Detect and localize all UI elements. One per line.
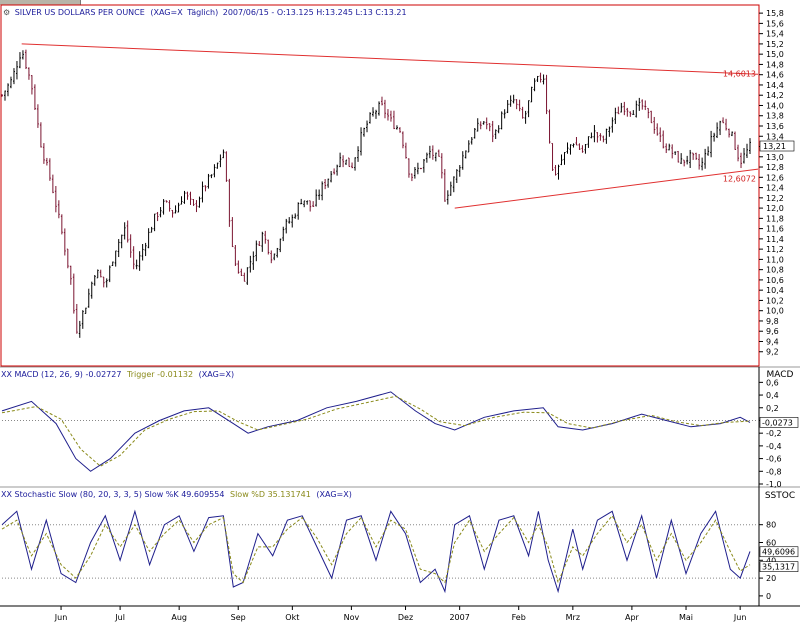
- macd-value-tag: [759, 417, 799, 428]
- x-tick-label: Aug: [171, 613, 187, 622]
- price-y-tick-label: 15,8: [766, 9, 784, 18]
- x-tick-label: 2007: [449, 613, 469, 622]
- price-y-tick-label: 13,0: [766, 153, 784, 162]
- macd-header: ⅩⅩ MACD (12, 26, 9) -0.02727 Trigger -0.…: [1, 370, 234, 379]
- macd-y-tick-label: -0,6: [766, 455, 782, 464]
- trendline-lower: [454, 168, 759, 209]
- stoch-d-label: 35,1317: [762, 563, 795, 572]
- window-titlebar-fragment: [0, 0, 81, 5]
- x-tick-label: Feb: [512, 613, 526, 622]
- macd-y-tick-label: -0,4: [766, 442, 782, 451]
- macd-y-tick-label: 0,6: [766, 378, 779, 387]
- price-y-tick-label: 14,2: [766, 91, 784, 100]
- trendline-upper: [21, 43, 759, 75]
- stoch-series-group: [1, 509, 758, 594]
- macd-y-tick-label: -1,0: [766, 480, 782, 489]
- price-y-tick-label: 15,6: [766, 19, 784, 28]
- stoch-right-title: SSTOC: [765, 491, 795, 501]
- price-y-tick-label: 11,0: [766, 255, 784, 264]
- stoch-y-tick-label: 0: [766, 592, 771, 601]
- x-tick-label: Mrz: [566, 613, 580, 622]
- macd-value-label: -0,0273: [762, 418, 793, 427]
- price-y-tick-label: 9,8: [766, 317, 779, 326]
- price-y-tick-label: 14,0: [766, 101, 784, 110]
- x-tick-label: Jul: [114, 613, 125, 622]
- price-panel-frame: [0, 4, 760, 367]
- macd-y-tick-label: -0,2: [766, 429, 782, 438]
- stoch-d-tag: [759, 561, 799, 572]
- x-tick-label: Apr: [625, 613, 640, 622]
- price-y-tick-label: 9,6: [766, 327, 779, 336]
- stoch-header: ⅩⅩ Stochastic Slow (80, 20, 3, 3, 5) Slo…: [1, 490, 352, 499]
- upper-trend-label: 14,6013: [723, 70, 756, 79]
- price-y-tick-label: 13,8: [766, 112, 784, 121]
- price-y-tick-label: 10,0: [766, 307, 784, 316]
- price-y-tick-label: 13,6: [766, 122, 784, 131]
- price-y-tick-label: 12,6: [766, 173, 784, 182]
- price-y-tick-label: 10,6: [766, 276, 784, 285]
- x-tick-label: Nov: [344, 613, 360, 622]
- stoch-y-tick-label: 40: [766, 556, 776, 565]
- stoch-series-signal: [1, 514, 751, 585]
- price-y-tick-label: 10,4: [766, 286, 784, 295]
- lower-trend-label: 12,6072: [723, 174, 756, 183]
- price-y-tick-label: 15,4: [766, 30, 784, 39]
- price-y-tick-label: 12,4: [766, 184, 784, 193]
- price-y-tick-label: 11,8: [766, 214, 784, 223]
- price-y-tick-label: 13,4: [766, 132, 784, 141]
- stoch-k-tag: [759, 546, 799, 558]
- price-series-group: 14,6013 12,6072: [1, 43, 759, 338]
- x-tick-label: Sep: [231, 613, 246, 622]
- stoch-k-label: 49,6096: [762, 548, 795, 557]
- price-y-tick-label: 14,8: [766, 60, 784, 69]
- axis-labels-group: 15,815,6 15,415,215,014,8 14,614,414,214,0…: [54, 9, 799, 622]
- stoch-y-tick-label: 60: [766, 538, 776, 547]
- x-tick-label: Okt: [285, 613, 299, 622]
- price-y-tick-label: 14,4: [766, 81, 784, 90]
- price-y-tick-label: 12,0: [766, 204, 784, 213]
- price-header: ⚙ SILVER US DOLLARS PER OUNCE (XAG=X Täg…: [3, 8, 407, 17]
- macd-series-group: [1, 391, 758, 472]
- last-price-label: 13,21: [763, 142, 786, 151]
- x-tick-label: Jun: [733, 613, 747, 622]
- stoch-y-tick-label: 80: [766, 521, 776, 530]
- price-y-tick-label: 12,8: [766, 163, 784, 172]
- price-y-tick-label: 11,2: [766, 245, 784, 254]
- price-y-tick-label: 10,8: [766, 266, 784, 275]
- macd-series-main: [1, 391, 751, 472]
- stoch-y-tick-label: 20: [766, 574, 776, 583]
- x-tick-label: Dez: [398, 613, 413, 622]
- price-y-tick-label: 15,2: [766, 40, 784, 49]
- price-y-tick-label: 9,2: [766, 348, 779, 357]
- macd-right-title: MACD: [767, 370, 794, 380]
- price-y-tick-label: 11,6: [766, 225, 784, 234]
- x-tick-label: Jun: [54, 613, 68, 622]
- macd-y-tick-label: 0,4: [766, 391, 779, 400]
- macd-series-signal: [1, 395, 751, 467]
- x-tick-label: Mai: [679, 613, 693, 622]
- price-y-tick-label: 15,0: [766, 50, 784, 59]
- last-price-tag: [759, 140, 795, 152]
- macd-y-tick-label: -0,8: [766, 467, 782, 476]
- stoch-series-main: [1, 509, 751, 594]
- macd-y-tick-label: 0,2: [766, 404, 779, 413]
- price-y-tick-label: 14,6: [766, 71, 784, 80]
- price-y-tick-label: 12,2: [766, 194, 784, 203]
- price-y-tick-label: 11,4: [766, 235, 784, 244]
- price-y-tick-label: 10,2: [766, 296, 784, 305]
- price-y-tick-label: 9,4: [766, 337, 779, 346]
